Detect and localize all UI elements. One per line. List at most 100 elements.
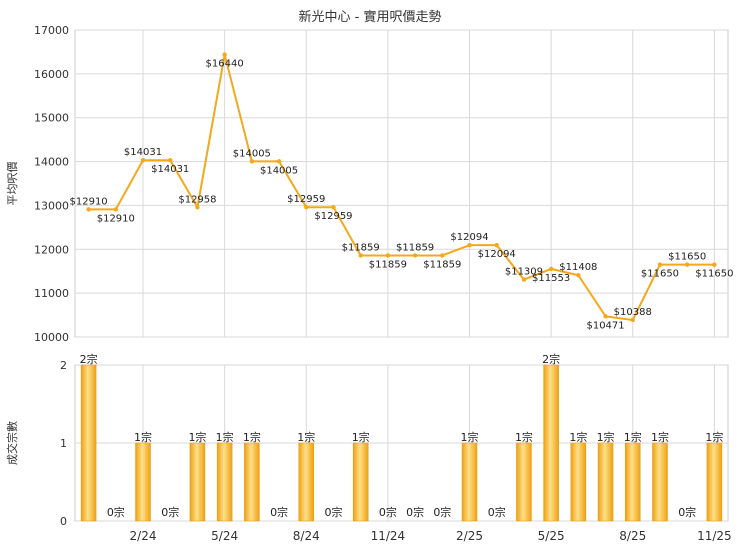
volume-bar: [244, 442, 260, 522]
x-tick-label: 8/24: [293, 529, 320, 543]
price-y-tick-label: 17000: [34, 24, 69, 37]
price-data-label: $11859: [396, 242, 434, 253]
price-data-label: $12958: [178, 194, 216, 205]
price-data-label: $11859: [423, 259, 461, 270]
price-data-label: $14005: [233, 148, 271, 159]
price-data-label: $11650: [641, 269, 679, 280]
volume-data-label: 0宗: [433, 505, 451, 519]
volume-chart: 0 1 2 2/24 5/24 8/24 11/24 2/25 5/25 8/25 11/25 成交宗…: [5, 352, 732, 543]
price-data-label: $12094: [478, 249, 516, 260]
price-data-point: [168, 158, 173, 163]
x-tick-label: 2/24: [130, 529, 157, 543]
volume-bar: [652, 442, 668, 522]
volume-data-label: 1宗: [188, 430, 206, 444]
price-y-tick-label: 15000: [34, 112, 69, 125]
volume-data-label: 1宗: [297, 430, 315, 444]
price-data-label: $12910: [97, 213, 135, 224]
x-tick-label: 5/25: [538, 529, 565, 543]
chart-title: 新光中心 - 實用呎價走勢: [299, 9, 442, 25]
price-data-point: [358, 253, 363, 258]
price-data-label: $14005: [260, 165, 298, 176]
price-data-label: $12910: [70, 196, 108, 207]
volume-bar: [135, 442, 151, 522]
volume-data-label: 1宗: [651, 430, 669, 444]
price-data-label: $11859: [342, 242, 380, 253]
volume-data-label: 1宗: [352, 430, 370, 444]
volume-bar: [625, 442, 641, 522]
price-data-point: [712, 262, 717, 267]
volume-data-label: 0宗: [678, 505, 696, 519]
price-data-label: $10388: [614, 307, 652, 318]
price-data-label: $11309: [505, 267, 543, 278]
volume-data-label: 0宗: [379, 505, 397, 519]
price-data-point: [603, 314, 608, 319]
price-chart: 10000 11000 12000 13000 14000 15000 16000 17000…: [5, 24, 733, 344]
volume-y-tick-label: 2: [60, 359, 67, 372]
x-tick-label: 5/24: [211, 529, 238, 543]
price-series-line: [88, 53, 715, 321]
price-data-label: $12959: [287, 194, 325, 205]
price-data-point: [521, 277, 527, 282]
x-tick-label: 11/24: [371, 529, 406, 543]
price-data-label: $14031: [151, 164, 189, 175]
price-data-label: $11650: [668, 252, 706, 263]
volume-data-label: 2宗: [80, 352, 98, 366]
volume-data-label: 2宗: [542, 352, 560, 366]
volume-data-label: 1宗: [597, 430, 615, 444]
price-data-point: [331, 205, 336, 210]
price-data-label: $14031: [124, 147, 162, 158]
volume-bar: [516, 442, 532, 522]
price-data-point: [630, 317, 635, 323]
price-y-tick-label: 10000: [34, 331, 69, 344]
price-data-point: [494, 242, 499, 248]
price-data-label: $11553: [532, 273, 570, 284]
price-y-tick-label: 14000: [34, 156, 69, 169]
volume-bar: [570, 442, 587, 522]
price-data-point: [385, 253, 391, 258]
volume-data-label: 0宗: [107, 505, 125, 519]
price-data-point: [113, 207, 119, 212]
price-data-point: [304, 205, 309, 210]
volume-data-label: 0宗: [161, 505, 179, 519]
price-y-tick-label: 13000: [34, 199, 69, 212]
price-y-tick-label: 11000: [34, 287, 69, 300]
price-data-label: $11408: [559, 262, 597, 273]
price-data-point: [412, 253, 418, 258]
price-data-point: [576, 273, 581, 278]
volume-data-label: 1宗: [624, 430, 642, 444]
price-data-label: $12959: [314, 211, 352, 222]
volume-y-axis-label: 成交宗數: [5, 421, 19, 465]
volume-data-label: 1宗: [243, 430, 261, 444]
price-data-point: [276, 159, 282, 164]
volume-data-label: 0宗: [324, 505, 342, 519]
volume-bar: [352, 442, 369, 522]
price-y-tick-label: 16000: [34, 68, 69, 81]
price-data-label: $16440: [206, 59, 244, 70]
price-data-point: [684, 262, 690, 267]
price-data-label: $10471: [586, 320, 624, 331]
price-data-point: [140, 158, 146, 163]
volume-bar: [543, 364, 559, 522]
volume-data-label: 0宗: [488, 505, 506, 519]
volume-data-label: 0宗: [270, 505, 288, 519]
volume-y-tick-label: 0: [60, 515, 67, 528]
price-data-point: [195, 205, 200, 210]
volume-y-tick-label: 1: [60, 437, 67, 450]
volume-data-label: 1宗: [569, 430, 587, 444]
volume-data-label: 1宗: [461, 430, 479, 444]
price-data-label: $11859: [369, 259, 407, 270]
volume-data-label: 1宗: [134, 430, 152, 444]
price-data-point: [657, 262, 663, 267]
volume-bar: [298, 442, 315, 522]
volume-data-label: 0宗: [406, 505, 424, 519]
volume-data-label: 1宗: [216, 430, 234, 444]
volume-data-label: 1宗: [705, 430, 723, 444]
price-data-point: [222, 52, 227, 57]
x-tick-label: 11/25: [697, 529, 732, 543]
volume-bar: [461, 442, 478, 522]
volume-bar: [706, 442, 723, 522]
volume-bar: [597, 442, 614, 522]
price-data-point: [548, 266, 554, 272]
